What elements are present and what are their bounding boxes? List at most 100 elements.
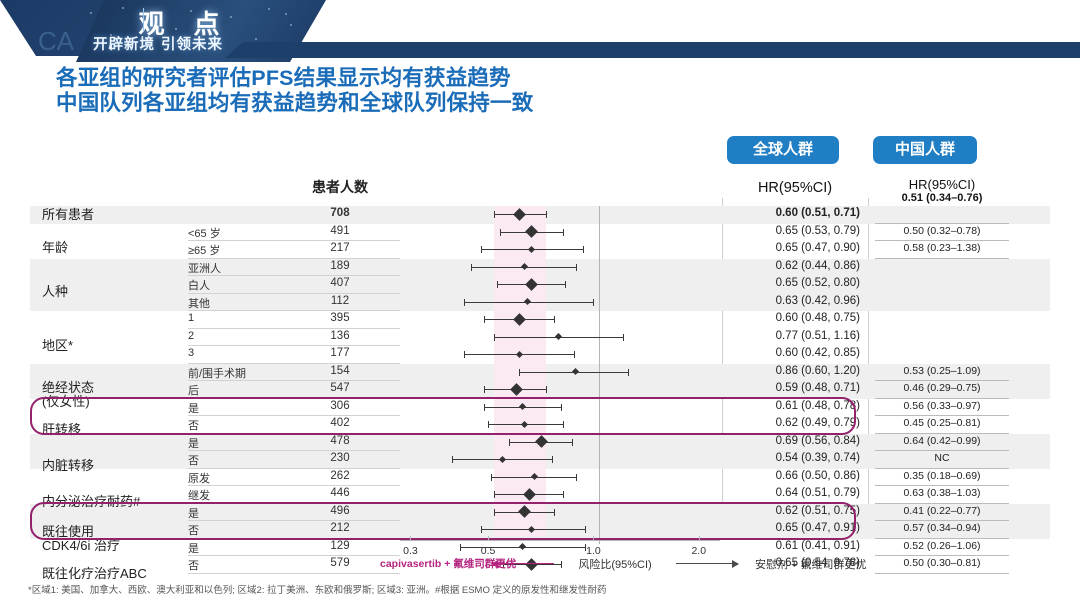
forest-point: [400, 556, 730, 574]
row-hr-china: NC: [934, 452, 950, 464]
row-hr-china: 0.46 (0.29–0.75): [903, 382, 981, 394]
row-divider: [284, 572, 400, 574]
ci-cap: [545, 211, 547, 218]
point-estimate-marker: [518, 505, 531, 518]
axis-annotation-row: capivasertib + 氟维司群更优 风险比(95%CI) 安慰剂 + 氟…: [0, 556, 1080, 576]
ci-cap: [560, 561, 562, 568]
row-patient-count: 212: [330, 522, 350, 534]
row-divider: [188, 520, 284, 521]
row-subgroup-label: 否: [188, 560, 199, 572]
row-hr-global: 0.64 (0.51, 0.79): [775, 487, 860, 499]
group-label-line: 既往使用: [42, 523, 95, 539]
forest-point: [400, 241, 730, 259]
ci-cap: [562, 421, 564, 428]
row-divider: [188, 485, 284, 486]
row-patient-count: 579: [330, 557, 350, 569]
row-divider: [188, 257, 284, 259]
footnote: *区域1: 美国、加拿大、西欧、澳大利亚和以色列; 区域2: 拉丁美洲、东欧和俄…: [28, 585, 607, 596]
forest-point: [400, 416, 730, 434]
forest-point: [400, 311, 730, 329]
ci-cap: [628, 368, 630, 376]
point-estimate-marker: [534, 435, 548, 448]
table-row: ≥65 岁 217 0.65 (0.47, 0.90) 0.58 (0.23–1.38…: [30, 241, 1050, 259]
group-label-line: 肝转移: [42, 421, 82, 437]
row-hr-global: 0.60 (0.48, 0.75): [775, 312, 860, 324]
row-hr-global: 0.65 (0.52, 0.80): [775, 277, 860, 289]
group-label-line: 人种: [42, 284, 69, 299]
row-hr-china: 0.64 (0.42–0.99): [903, 434, 981, 447]
point-estimate-marker: [572, 367, 580, 376]
table-row: 是 306 0.61 (0.48, 0.78) 0.56 (0.33–0.97): [30, 399, 1050, 416]
point-estimate-marker: [515, 350, 523, 358]
row-hr-global: 0.86 (0.60, 1.20): [775, 364, 860, 377]
row-divider: [284, 380, 400, 381]
forest-point: [400, 469, 730, 487]
x-axis-tick: [410, 536, 412, 541]
group-label: 地区*: [42, 339, 73, 353]
row-divider: [188, 362, 284, 364]
row-divider: [284, 257, 400, 259]
group-label-line: 年龄: [42, 239, 69, 255]
x-axis-tick-label: 0.3: [403, 545, 418, 557]
badge-global-population: 全球人群: [727, 136, 839, 164]
row-divider: [188, 555, 284, 556]
ci-cap: [508, 438, 510, 446]
row-patient-count: 402: [330, 417, 350, 429]
row-hr-global: 0.61 (0.41, 0.91): [775, 539, 860, 552]
ci-cap: [481, 526, 483, 533]
forest-point: [400, 329, 730, 347]
x-axis-tick: [488, 536, 490, 541]
forest-point: [400, 521, 730, 539]
row-hr-china: 0.63 (0.38–1.03): [903, 487, 981, 499]
point-estimate-marker: [528, 245, 536, 253]
row-divider-china: [875, 450, 1009, 451]
header-accent-bar: [225, 42, 1080, 58]
x-axis-tick: [698, 536, 700, 541]
row-divider: [284, 240, 400, 241]
row-subgroup-label: 是: [188, 542, 199, 555]
table-row: 2 136 0.77 (0.51, 1.16): [30, 329, 1050, 346]
row-divider-china: [875, 257, 1009, 259]
point-estimate-marker: [525, 225, 539, 238]
row-hr-global: 0.65 (0.47, 0.90): [775, 242, 860, 254]
x-axis-tick-label: 0.5: [480, 545, 496, 557]
point-estimate-marker: [518, 542, 526, 551]
row-divider-china: [875, 485, 1009, 486]
row-divider-china: [875, 380, 1009, 381]
group-label: 既往使用 CDK4/6i 治疗: [42, 523, 121, 553]
row-hr-global: 0.63 (0.42, 0.96): [775, 294, 860, 307]
group-label-line: 内分泌治疗耐药#: [42, 493, 141, 509]
row-divider: [284, 292, 400, 294]
row-patient-count: 230: [330, 452, 350, 464]
row-divider: [284, 327, 400, 329]
group-label-line: CDK4/6i 治疗: [42, 537, 121, 553]
column-header-hr-global: HR(95%CI): [757, 180, 833, 196]
row-subgroup-label: 是: [188, 402, 199, 415]
row-hr-global: 0.65 (0.53, 0.79): [775, 224, 860, 237]
row-subgroup-label: 是: [188, 437, 199, 450]
ci-cap: [562, 228, 564, 236]
header-logo-title: 观 点: [138, 10, 230, 40]
point-estimate-marker: [499, 455, 507, 463]
ci-cap: [582, 246, 584, 253]
ci-cap: [554, 508, 556, 516]
page-title-line2: 中国队列各亚组均有获益趋势和全球队列保持一致: [56, 91, 534, 115]
table-row: 原发 262 0.66 (0.50, 0.86) 0.35 (0.18–0.69): [30, 469, 1050, 486]
forest-point: [400, 486, 730, 504]
row-subgroup-label: 原发: [188, 472, 210, 485]
row-divider-china: [875, 432, 1009, 434]
group-label: 内分泌治疗耐药#: [42, 493, 141, 509]
group-label-line: (仅女性): [42, 393, 90, 409]
ci-cap: [545, 386, 547, 393]
point-estimate-marker: [525, 277, 539, 291]
row-divider-china: [875, 502, 1009, 504]
row-divider: [188, 380, 284, 381]
column-header-patient-count: 患者人数: [312, 179, 368, 195]
row-subgroup-label: ≥65 岁: [188, 245, 221, 257]
null-effect-line: [599, 206, 601, 544]
row-divider: [188, 327, 284, 329]
point-estimate-marker: [513, 312, 526, 326]
point-estimate-marker: [523, 487, 536, 501]
row-patient-count: 395: [330, 312, 350, 324]
row-divider: [284, 450, 400, 451]
